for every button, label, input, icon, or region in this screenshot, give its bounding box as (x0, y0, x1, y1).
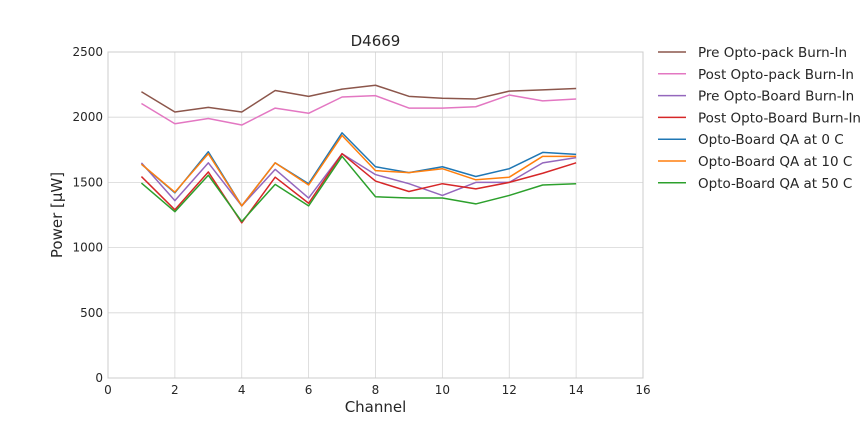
legend-entry: Pre Opto-pack Burn-In (698, 45, 847, 61)
y-axis-ticks: 0 500 1000 1500 2000 2500 (72, 45, 103, 385)
x-tick-label: 14 (568, 383, 583, 397)
x-axis-label: Channel (345, 398, 407, 416)
legend-entry: Post Opto-pack Burn-In (698, 67, 854, 83)
y-tick-label: 1500 (72, 175, 103, 189)
series-line-7 (140, 155, 577, 223)
x-axis-ticks: 0 2 4 6 8 10 12 14 16 (104, 383, 650, 397)
series-line-5 (140, 132, 577, 207)
series-line-1 (141, 84, 577, 113)
x-tick-label: 12 (502, 383, 517, 397)
grid-lines (107, 51, 644, 379)
series-line-2 (141, 94, 577, 126)
series-line-3 (140, 152, 577, 207)
legend-entry: Opto-Board QA at 0 C (698, 132, 844, 148)
legend-entry: Post Opto-Board Burn-In (698, 110, 861, 126)
y-tick-label: 500 (80, 306, 103, 320)
x-tick-label: 16 (635, 383, 650, 397)
x-tick-label: 10 (435, 383, 450, 397)
series-lines (140, 84, 577, 224)
y-tick-label: 2500 (72, 45, 103, 59)
legend: Pre Opto-pack Burn-In Post Opto-pack Burn… (658, 45, 861, 192)
x-tick-label: 0 (104, 383, 112, 397)
legend-entry: Opto-Board QA at 50 C (698, 176, 852, 192)
y-tick-label: 0 (95, 371, 103, 385)
series-line-6 (140, 134, 577, 207)
x-tick-label: 6 (305, 383, 313, 397)
legend-entry: Pre Opto-Board Burn-In (698, 89, 854, 105)
x-tick-label: 8 (372, 383, 380, 397)
chart-title: D4669 (351, 32, 401, 50)
plot-area (107, 51, 644, 379)
series-line-4 (140, 152, 577, 224)
y-tick-label: 1000 (72, 241, 103, 255)
legend-entry: Opto-Board QA at 10 C (698, 154, 852, 170)
y-tick-label: 2000 (72, 110, 103, 124)
x-tick-label: 4 (238, 383, 246, 397)
y-axis-label: Power [μW] (48, 172, 66, 258)
x-tick-label: 2 (171, 383, 179, 397)
